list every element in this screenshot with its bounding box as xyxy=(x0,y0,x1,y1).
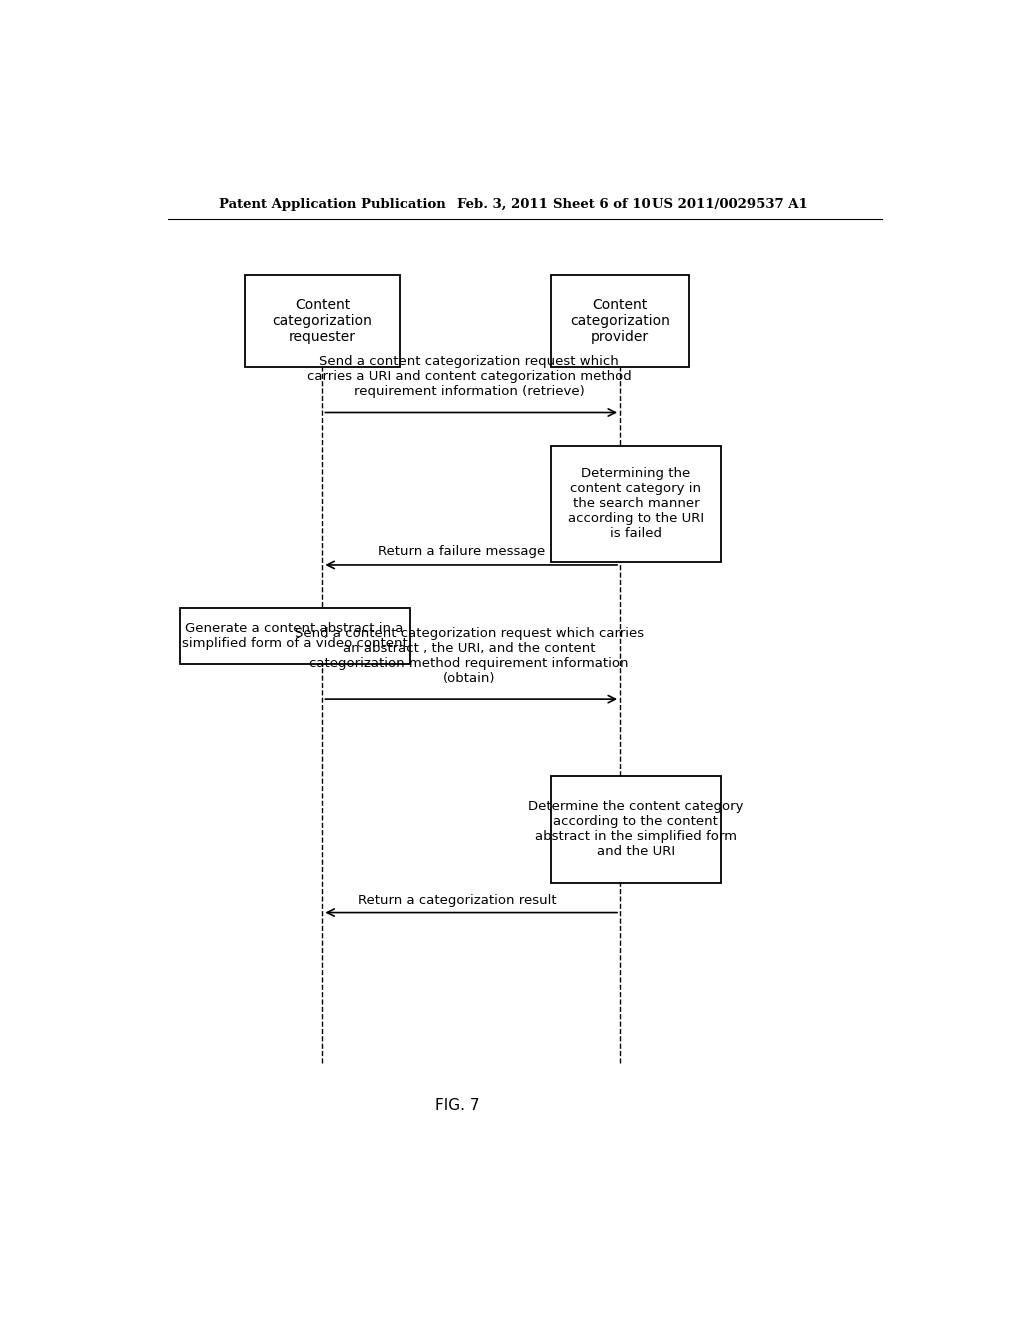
FancyBboxPatch shape xyxy=(551,446,721,562)
Text: Sheet 6 of 10: Sheet 6 of 10 xyxy=(553,198,650,211)
FancyBboxPatch shape xyxy=(551,276,689,367)
Text: Determine the content category
according to the content
abstract in the simplifi: Determine the content category according… xyxy=(528,800,743,858)
FancyBboxPatch shape xyxy=(245,276,399,367)
Text: Return a categorization result: Return a categorization result xyxy=(358,894,557,907)
Text: Feb. 3, 2011: Feb. 3, 2011 xyxy=(458,198,548,211)
Text: Return a failure message: Return a failure message xyxy=(378,545,545,558)
Text: Patent Application Publication: Patent Application Publication xyxy=(219,198,446,211)
FancyBboxPatch shape xyxy=(179,609,410,664)
Text: Send a content categorization request which carries
an abstract , the URI, and t: Send a content categorization request wh… xyxy=(295,627,644,685)
Text: Send a content categorization request which
carries a URI and content categoriza: Send a content categorization request wh… xyxy=(307,355,632,399)
Text: Generate a content abstract in a
simplified form of a video content: Generate a content abstract in a simplif… xyxy=(182,622,408,651)
FancyBboxPatch shape xyxy=(551,776,721,883)
Text: Content
categorization
requester: Content categorization requester xyxy=(272,298,373,345)
Text: FIG. 7: FIG. 7 xyxy=(435,1098,479,1113)
Text: Content
categorization
provider: Content categorization provider xyxy=(570,298,670,345)
Text: Determining the
content category in
the search manner
according to the URI
is fa: Determining the content category in the … xyxy=(568,467,703,540)
Text: US 2011/0029537 A1: US 2011/0029537 A1 xyxy=(652,198,808,211)
